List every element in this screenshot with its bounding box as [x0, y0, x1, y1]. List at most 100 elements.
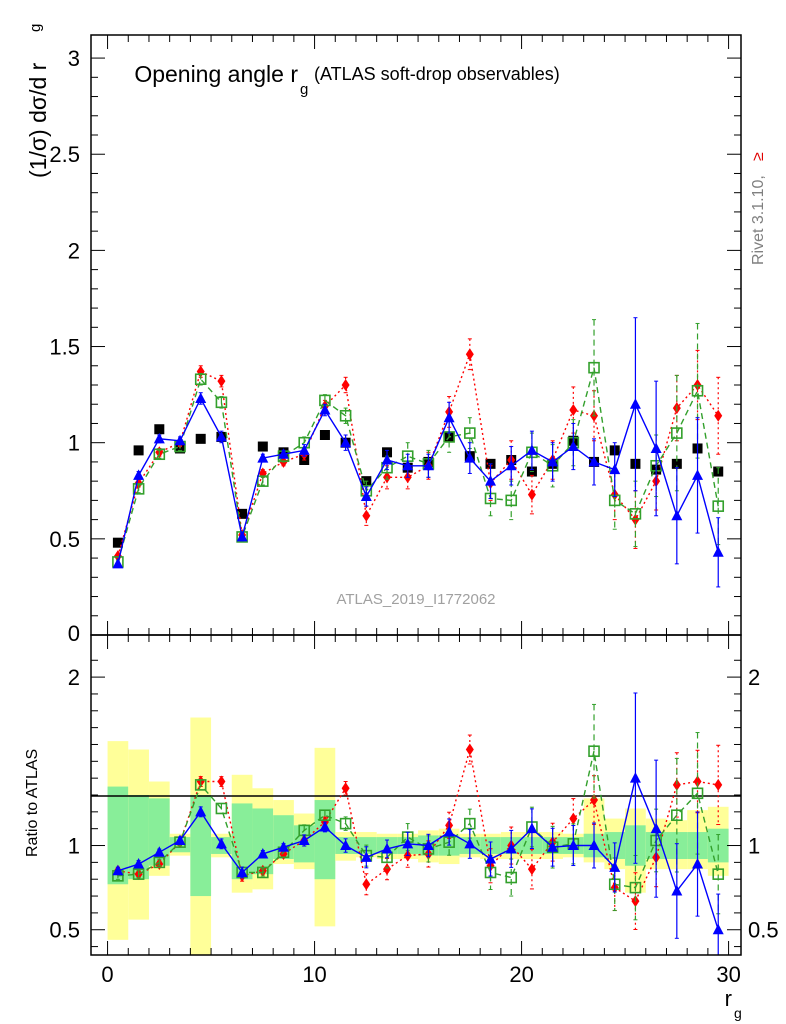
- ratio-mc_blue-point-21: [547, 841, 559, 852]
- xtick-label-20: 20: [509, 962, 533, 987]
- x-axis-title-subscript: g: [734, 1005, 742, 1021]
- ratio-mc_green-point-19: [505, 871, 518, 884]
- ratio-mc_green-point-7: [257, 866, 269, 879]
- main-mc_green-point-11: [339, 409, 352, 422]
- main-mc_red-point-20: [527, 488, 536, 501]
- main-mc_red-point-29: [714, 409, 723, 422]
- side-version-label: Rivet 3.1.10, ≥: [750, 152, 767, 265]
- main-mc_blue-point-9: [298, 444, 310, 455]
- main-mc_blue-point-19: [505, 459, 517, 471]
- ratio-ytick-label-left-0.5: 0.5: [49, 918, 80, 943]
- main-mc_blue-point-22: [567, 440, 579, 452]
- ratio-mc_green-point-29: [712, 868, 725, 880]
- chart-title: Opening angle r: [134, 61, 298, 87]
- ratio-mc_green-point-1: [132, 868, 145, 880]
- main-mc_green-point-17: [464, 427, 476, 439]
- main-mc_blue-point-23: [588, 455, 600, 467]
- ratio-mc_blue-point-25: [629, 772, 641, 783]
- ratio-mc_green-point-25: [629, 881, 642, 894]
- ratio-mc_blue-point-11: [340, 839, 352, 851]
- ratio-mc_green-line: [117, 751, 719, 889]
- xtick-label-0: 0: [101, 962, 113, 987]
- chart-title-subscript: g: [300, 81, 308, 98]
- ratio-mc_blue-point-22: [567, 839, 579, 851]
- x-tick-labels: 0 10 20 30: [101, 962, 740, 987]
- ratio-mc_red-point-23: [590, 794, 599, 807]
- main-mc_blue-point-5: [215, 430, 227, 442]
- ratio-mc_blue-point-12: [360, 851, 372, 862]
- main-mc_blue-point-7: [257, 452, 269, 463]
- main-ytick-label-2: 2: [68, 238, 80, 263]
- y-axis-title-subscript: g: [27, 24, 44, 32]
- main-mc_blue-point-10: [319, 404, 331, 415]
- ratio-mc_red-point-11: [341, 782, 350, 795]
- ratio-mc_blue-point-24: [609, 861, 621, 872]
- ratio-mc_blue-point-28: [692, 858, 704, 869]
- analysis-watermark: ATLAS_2019_I1772062: [336, 591, 495, 608]
- ratio-mc_blue-point-2: [153, 846, 165, 857]
- ratio-mc_blue-point-8: [278, 841, 290, 852]
- main-mc_green-point-4: [194, 373, 207, 386]
- main-mc_blue-point-14: [402, 459, 414, 471]
- band-green-6: [231, 803, 253, 880]
- ratio-mc_blue-line: [117, 775, 719, 930]
- ratio-ytick-label-right-0.5: 0.5: [748, 918, 779, 943]
- main-mc_blue-point-2: [153, 432, 165, 444]
- main-ytick-label-1.5: 1.5: [49, 335, 80, 360]
- main-mc_blue-point-6: [236, 530, 248, 542]
- main-mc_blue-point-8: [278, 448, 290, 459]
- main-mc_red-point-17: [465, 348, 474, 361]
- ratio-mc_blue-point-10: [319, 821, 331, 832]
- ratio-mc_red-point-27: [672, 778, 681, 791]
- ratio-mc_blue-point-9: [298, 834, 310, 845]
- main-data-point-1: [133, 445, 144, 456]
- main-mc_blue-point-29: [712, 546, 724, 557]
- main-mc_blue-point-15: [422, 459, 434, 471]
- main-mc_blue-point-25: [629, 398, 641, 409]
- main-data-point-6: [237, 508, 248, 519]
- ratio-mc_blue-point-0: [112, 864, 124, 876]
- ratio-mc_blue-point-17: [464, 837, 476, 849]
- ratio-mc_blue-point-26: [650, 822, 662, 834]
- main-mc_green-point-7: [257, 475, 269, 487]
- main-mc_green-point-1: [132, 483, 145, 495]
- ratio-ytick-label-right-1: 1: [748, 834, 760, 859]
- ratio-ytick-label-left-2: 2: [68, 665, 80, 690]
- band-green-1: [128, 795, 149, 880]
- x-axis-title: r: [725, 986, 732, 1011]
- ratio-mc_green-point-28: [691, 787, 704, 800]
- ratio-y-tick-labels: 0.5 0.5 1 1 2 2: [49, 665, 778, 943]
- main-ytick-label-1: 1: [68, 431, 80, 456]
- ratio-mc_blue-point-3: [174, 834, 186, 845]
- ratio-mc_blue-point-19: [505, 842, 517, 854]
- main-data-point-27: [671, 458, 682, 469]
- main-mc_red-point-12: [362, 509, 371, 522]
- main-mc_blue-point-28: [692, 469, 704, 480]
- main-ytick-label-0.5: 0.5: [49, 527, 80, 552]
- chart-subtitle: (ATLAS soft-drop observables): [314, 64, 560, 84]
- ratio-mc_blue-point-6: [236, 866, 248, 877]
- main-mc_blue-point-24: [609, 463, 621, 475]
- ratio-mc_blue-point-20: [526, 822, 538, 834]
- ratio-ytick-label-right-2: 2: [748, 665, 760, 690]
- ratio-mc_blue-point-16: [443, 826, 455, 837]
- main-mc_green-point-5: [215, 396, 228, 409]
- ratio-mc_red-point-5: [217, 775, 226, 788]
- ratio-mc_blue-point-18: [485, 853, 497, 864]
- ratio-panel: 0.5 0.5 1 1 2 2 0 10 20 30 Ratio to ATLAS r g: [24, 634, 779, 1021]
- main-mc_blue-point-20: [526, 444, 538, 455]
- ratio-mc_red-point-17: [465, 743, 474, 756]
- ratio-mc_green-point-5: [215, 802, 228, 815]
- ratio-mc_blue-point-23: [588, 839, 600, 851]
- main-y-tick-labels: 0.5 1 1.5 2 2.5 3 0: [49, 46, 80, 646]
- main-mc_blue-point-11: [340, 436, 352, 448]
- ratio-mc_blue-point-1: [133, 858, 145, 869]
- main-mc_green-point-28: [691, 384, 704, 397]
- ratio-mc_green-point-11: [339, 817, 352, 830]
- ratio-mc_red-point-20: [527, 863, 536, 876]
- main-mc_blue-point-13: [381, 454, 393, 465]
- ratio-mc_blue-point-4: [195, 805, 207, 817]
- ratio-mc_blue-point-7: [257, 847, 269, 859]
- ratio-mc_blue-point-14: [402, 837, 414, 849]
